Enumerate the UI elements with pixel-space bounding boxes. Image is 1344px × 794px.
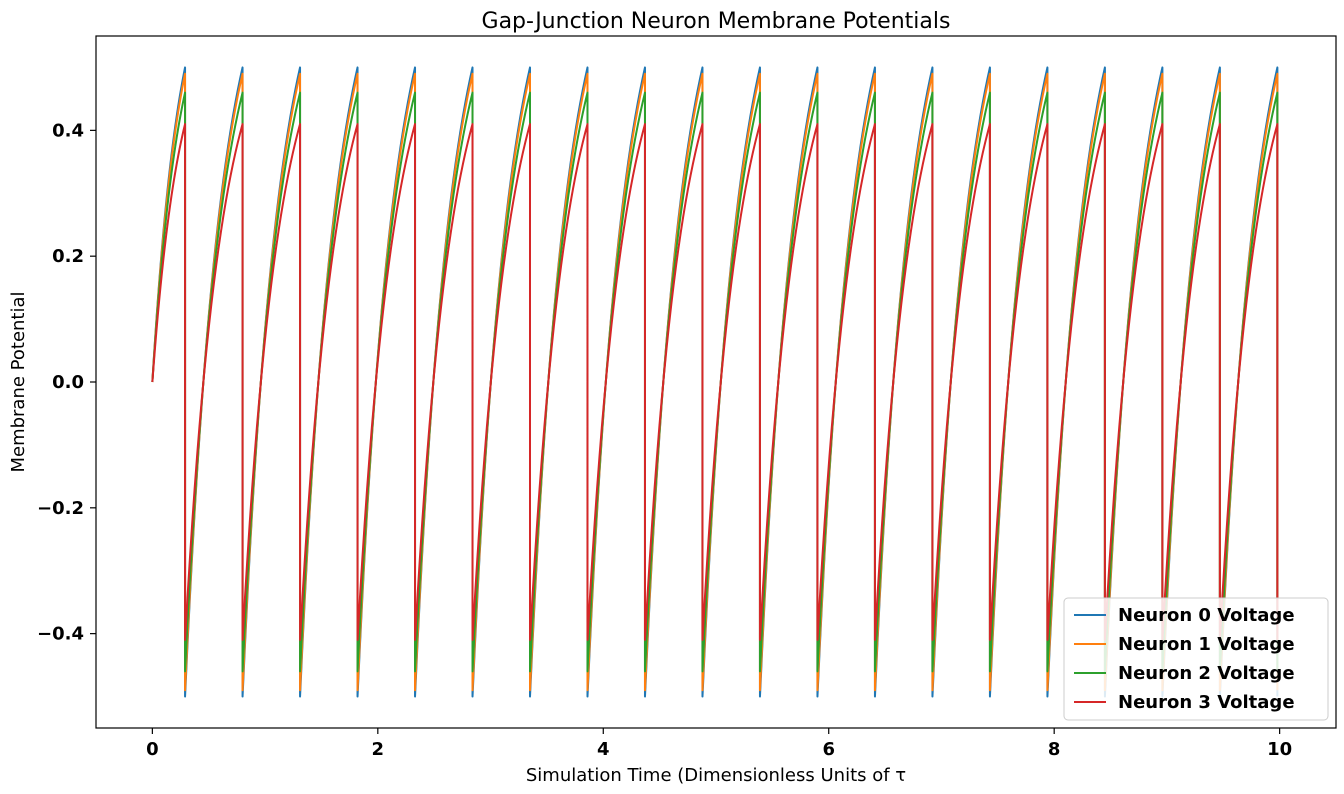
legend-label: Neuron 0 Voltage [1118, 605, 1295, 626]
legend-label: Neuron 2 Voltage [1118, 663, 1295, 684]
x-axis-label-text: Simulation Time (Dimensionless Units of … [526, 765, 906, 786]
x-axis: 0 2 4 6 8 10 [146, 728, 1292, 760]
x-tick-label: 6 [822, 739, 835, 760]
x-tick-label: 4 [597, 739, 610, 760]
x-axis-label: Simulation Time (Dimensionless Units of … [526, 765, 906, 786]
legend-label: Neuron 1 Voltage [1118, 634, 1295, 655]
legend-box [1063, 597, 1329, 721]
chart-title: Gap-Junction Neuron Membrane Potentials [482, 9, 951, 34]
legend: Neuron 0 Voltage Neuron 1 Voltage Neuron 2… [1063, 597, 1329, 721]
series-layer [151, 66, 1279, 698]
legend-label: Neuron 3 Voltage [1118, 692, 1295, 713]
y-axis-label: Membrane Potential [8, 291, 29, 472]
series-line-neuron-3 [151, 123, 1279, 641]
y-tick-label: −0.4 [37, 624, 84, 645]
y-tick-label: 0.0 [52, 372, 84, 393]
x-tick-label: 2 [372, 739, 385, 760]
x-tick-label: 10 [1267, 739, 1292, 760]
y-tick-label: 0.4 [52, 120, 84, 141]
y-axis: −0.4 −0.2 0.0 0.2 0.4 [37, 120, 96, 645]
x-tick-label: 8 [1048, 739, 1061, 760]
x-tick-label: 0 [146, 739, 159, 760]
y-tick-label: −0.2 [37, 498, 84, 519]
y-tick-label: 0.2 [52, 246, 84, 267]
